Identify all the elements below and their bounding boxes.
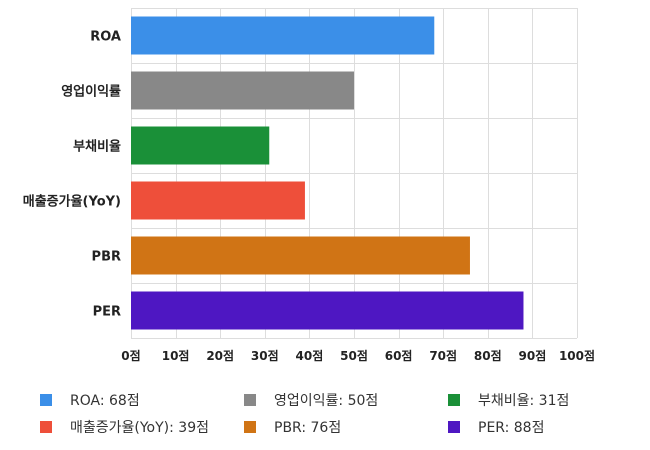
legend-label: 매출증가율(YoY): 39점	[70, 420, 209, 436]
x-tick-label: 90점	[519, 348, 547, 363]
legend-swatch	[448, 421, 460, 433]
category-label: 영업이익률	[61, 84, 121, 100]
category-label: 부채비율	[73, 139, 121, 155]
category-label: PER	[93, 305, 121, 320]
legend-swatch	[40, 394, 52, 406]
legend-item: ROA: 68점	[40, 388, 140, 412]
legend-item: PBR: 76점	[244, 415, 341, 439]
category-label: 매출증가율(YoY)	[23, 194, 121, 210]
legend-item: 매출증가율(YoY): 39점	[40, 415, 209, 439]
legend-swatch	[244, 421, 256, 433]
bars	[131, 16, 524, 330]
bar	[131, 71, 354, 110]
grid	[131, 8, 578, 339]
x-tick-labels: 0점 10점 20점 30점 40점 50점 60점 70점 80점 90점 100점	[121, 348, 595, 363]
x-tick-label: 40점	[296, 348, 324, 363]
x-tick-label: 10점	[162, 348, 190, 363]
legend-label: PBR: 76점	[274, 420, 342, 436]
x-tick-label: 0점	[121, 348, 140, 363]
bar	[131, 16, 435, 55]
legend-label: 부채비율: 31점	[478, 393, 570, 409]
legend-swatch	[40, 421, 52, 433]
bar	[131, 291, 524, 330]
legend-label: ROA: 68점	[70, 393, 140, 409]
bar	[131, 181, 305, 220]
x-tick-label: 60점	[385, 348, 413, 363]
bar	[131, 126, 270, 165]
x-tick-label: 100점	[559, 348, 595, 363]
legend-label: PER: 88점	[478, 420, 545, 436]
category-label: ROA	[90, 30, 121, 45]
legend-item: PER: 88점	[448, 415, 544, 439]
legend-item: 부채비율: 31점	[448, 388, 569, 412]
legend-label: 영업이익률: 50점	[274, 393, 379, 409]
x-tick-label: 70점	[429, 348, 457, 363]
category-label: PBR	[92, 250, 121, 265]
x-tick-label: 50점	[340, 348, 368, 363]
legend-swatch	[244, 394, 256, 406]
legend-item: 영업이익률: 50점	[244, 388, 378, 412]
legend-swatch	[448, 394, 460, 406]
x-tick-label: 20점	[206, 348, 234, 363]
x-tick-label: 30점	[251, 348, 279, 363]
bar	[131, 236, 470, 275]
x-tick-label: 80점	[474, 348, 502, 363]
